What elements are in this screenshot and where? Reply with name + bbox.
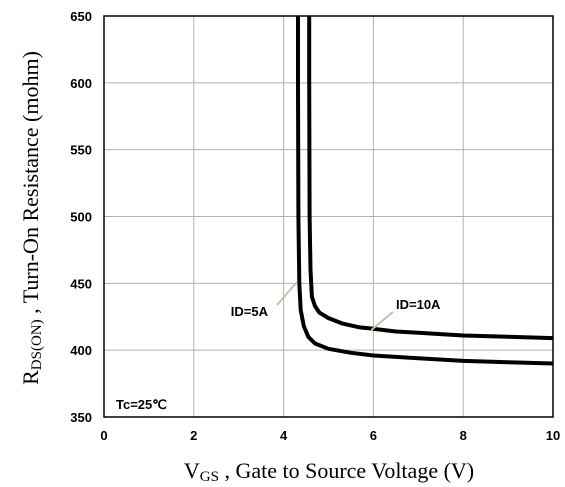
annotation-label-5a: ID=5A: [231, 304, 269, 319]
annotation-label-10a: ID=10A: [396, 297, 441, 312]
annotation-leader-10a: [370, 311, 394, 331]
y-tick-label: 450: [70, 276, 92, 291]
series-line-0: [296, 16, 554, 366]
y-tick-label: 550: [70, 143, 92, 158]
x-tick-label: 10: [546, 428, 560, 443]
annotation-layer: ID=5A ID=10A: [231, 281, 441, 331]
x-axis-title: VGS , Gate to Source Voltage (V): [184, 458, 474, 485]
x-tick-label: 6: [370, 428, 377, 443]
x-tick-labels: 0 2 4 6 8 10: [100, 428, 560, 443]
x-tick-label: 2: [190, 428, 197, 443]
y-tick-label: 400: [70, 343, 92, 358]
y-tick-label: 650: [70, 9, 92, 24]
y-axis-title: RDS(ON) , Turn-On Resistance (mohm): [18, 51, 45, 385]
x-tick-label: 0: [100, 428, 107, 443]
series-layer: [296, 16, 554, 366]
grid: [104, 16, 553, 417]
x-tick-label: 8: [460, 428, 467, 443]
series-line-1: [307, 16, 554, 341]
y-tick-label: 600: [70, 76, 92, 91]
y-tick-labels: 350 400 450 500 550 600 650: [70, 9, 92, 425]
y-tick-label: 350: [70, 410, 92, 425]
y-tick-label: 500: [70, 210, 92, 225]
x-tick-label: 4: [280, 428, 288, 443]
condition-label: Tc=25℃: [116, 397, 167, 412]
annotation-leader-5a: [276, 281, 298, 306]
plot-frame: [103, 15, 554, 418]
